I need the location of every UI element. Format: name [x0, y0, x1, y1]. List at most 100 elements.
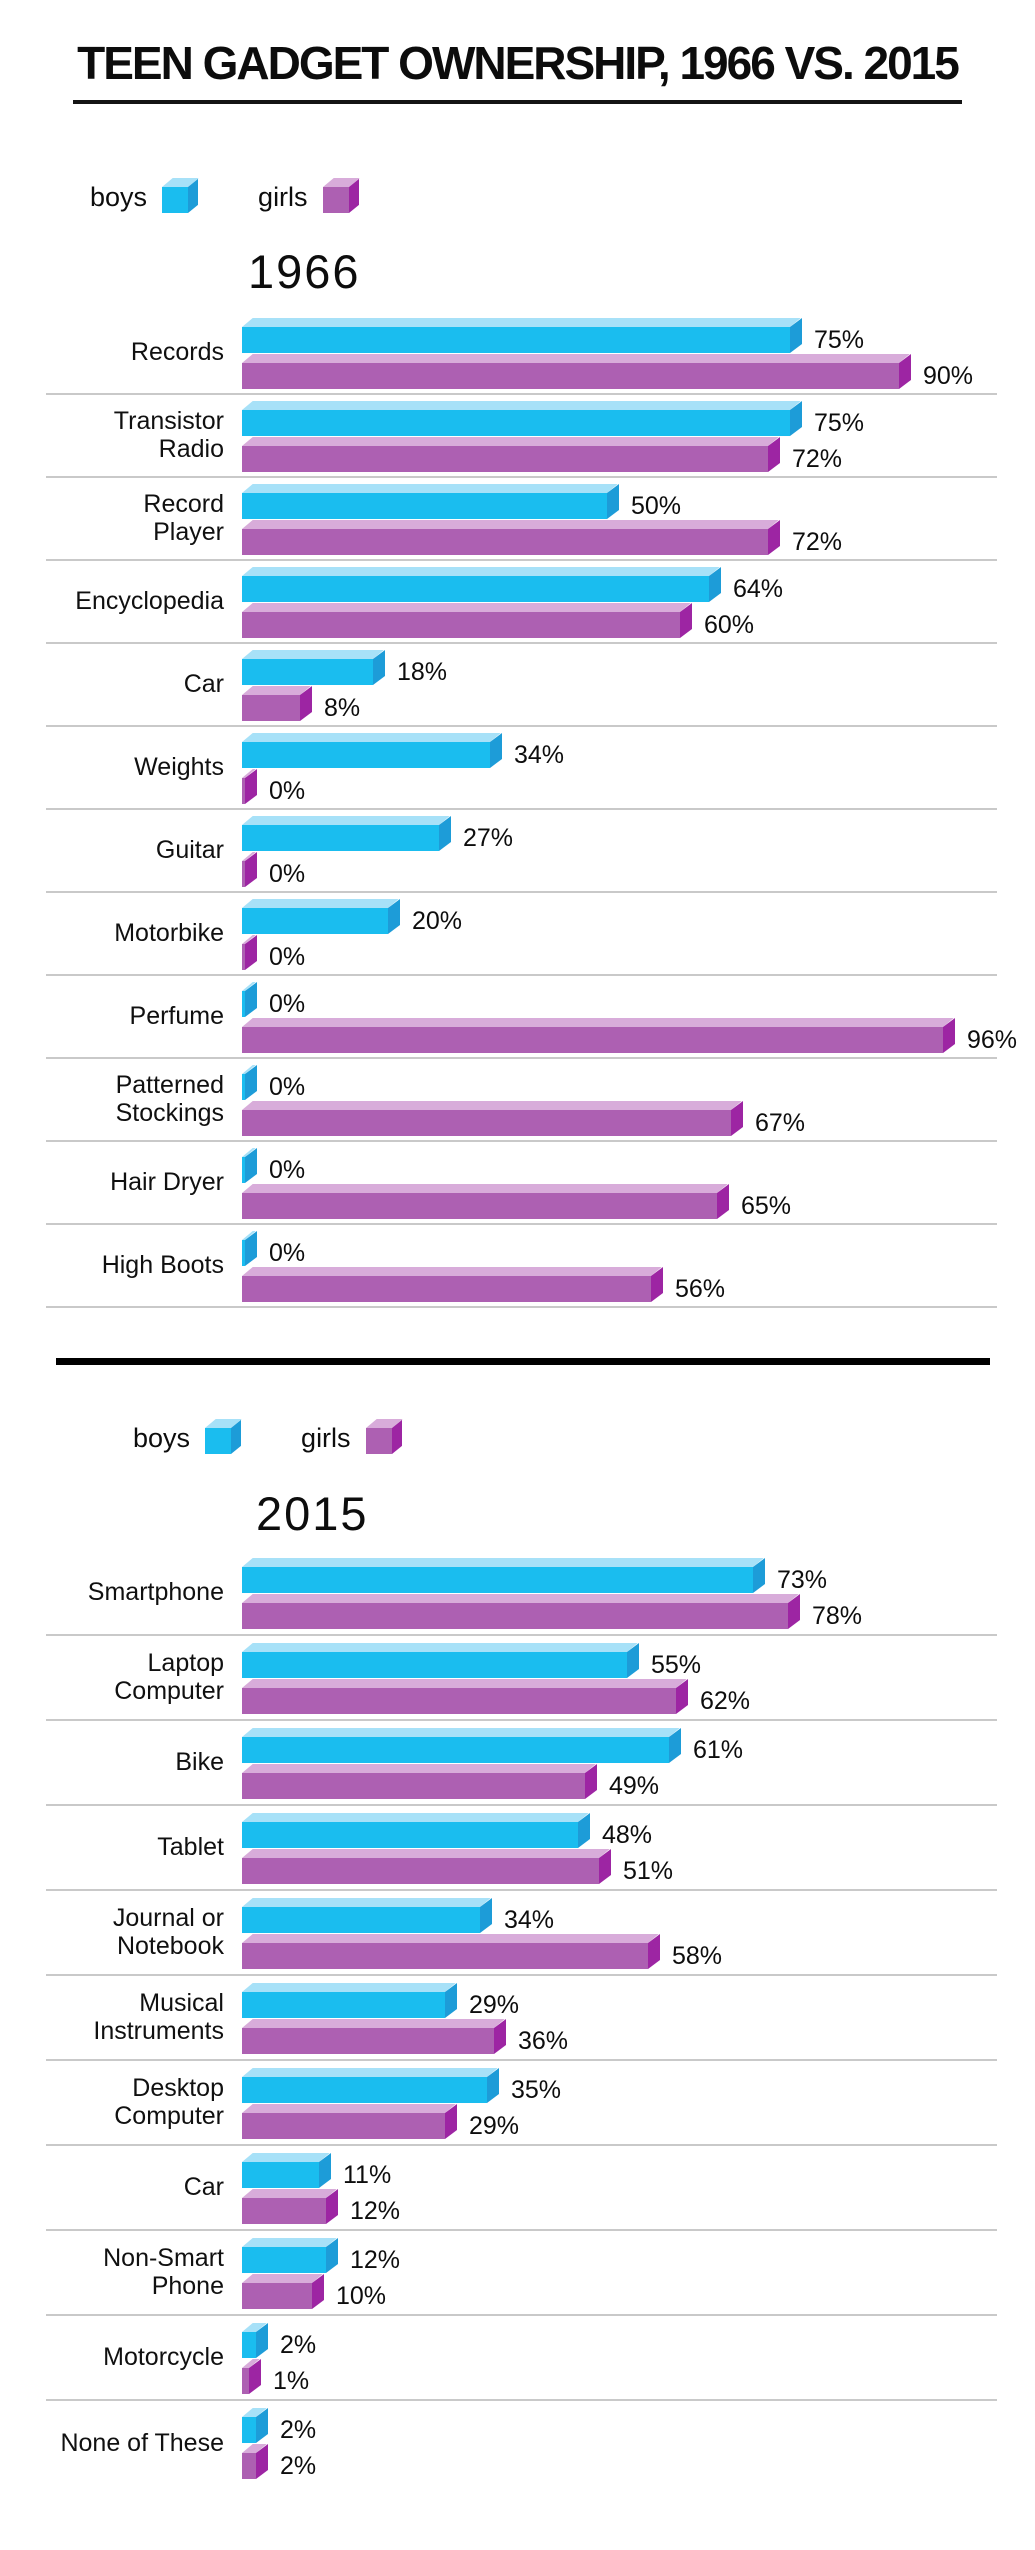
girls-bar-top-face	[242, 519, 779, 529]
boys-value-label: 50%	[631, 491, 682, 520]
bar-pair: 0% 65%	[224, 1142, 997, 1223]
girls-value-label: 78%	[812, 1601, 863, 1630]
category-label: Non-Smart Phone	[103, 2243, 224, 2301]
boys-bar-front-face	[242, 2161, 319, 2188]
girls-bar-front-face	[242, 1687, 676, 1714]
boys-bar-front-face	[242, 575, 709, 602]
legend-item-boys: boys	[133, 1418, 243, 1455]
girls-value-label: 1%	[273, 2366, 310, 2395]
girls-value-label: 8%	[324, 693, 361, 722]
girls-bar-front-face	[242, 2282, 312, 2309]
girls-legend-label: girls	[301, 1422, 351, 1453]
boys-value-label: 73%	[777, 1565, 828, 1594]
boys-bar-front-face	[242, 741, 490, 768]
girls-bar-top-face	[242, 602, 691, 612]
girls-value-label: 90%	[923, 361, 974, 390]
girls-value-label: 49%	[609, 1771, 660, 1800]
bar-pair: 34% 58%	[224, 1891, 997, 1974]
boys-bar-top-face	[242, 1642, 638, 1652]
girls-bar-front-face	[242, 860, 245, 887]
category-label: Smartphone	[87, 1577, 224, 1606]
boys-value-label: 0%	[269, 1238, 306, 1267]
boys-bar-front-face	[242, 1736, 669, 1763]
girls-value-label: 58%	[672, 1941, 723, 1970]
boys-bar-front-face	[242, 824, 439, 851]
girls-bar-top-face	[242, 353, 910, 363]
boys-bar-front-face	[242, 2246, 326, 2273]
category-row: Patterned Stockings 0% 67%	[46, 1059, 997, 1142]
category-label: Journal or Notebook	[112, 1903, 224, 1961]
girls-bar-front-face	[242, 1942, 648, 1969]
year-heading-1966: 1966	[248, 244, 361, 298]
girls-bar-top-face	[242, 1678, 687, 1688]
boys-bar-top-face	[242, 400, 801, 410]
bar-pair: 0% 96%	[224, 976, 1017, 1057]
category-row: Record Player 50% 72%	[46, 478, 997, 561]
girls-bar-front-face	[242, 777, 245, 804]
boys-bar-front-face	[242, 1239, 245, 1266]
boys-bar-top-face	[242, 1897, 491, 1907]
boys-value-label: 2%	[280, 2330, 317, 2359]
bar-pair: 2% 1%	[224, 2316, 997, 2399]
boys-bar-front-face	[242, 409, 790, 436]
legend-1966: boys girls	[90, 176, 1035, 214]
girls-bar-front-face	[242, 528, 768, 555]
category-row: Motorcycle 2% 1%	[46, 2316, 997, 2401]
girls-bar-front-face	[242, 1857, 599, 1884]
boys-bar-front-face	[242, 1073, 245, 1100]
girls-bar-top-face	[242, 436, 779, 446]
girls-value-label: 36%	[518, 2026, 569, 2055]
page-title: TEEN GADGET OWNERSHIP, 1966 VS. 2015	[73, 38, 962, 104]
cube-front-face	[365, 1427, 392, 1454]
boys-value-label: 35%	[511, 2075, 562, 2104]
boys-value-label: 48%	[602, 1820, 653, 1849]
cube-front-face	[205, 1427, 232, 1454]
boys-bar-front-face	[242, 658, 373, 685]
boys-bar-top-face	[242, 2067, 498, 2077]
category-label: Patterned Stockings	[115, 1070, 224, 1128]
cube-front-face	[322, 186, 349, 213]
girls-bar-front-face	[242, 1192, 717, 1219]
category-label: Desktop Computer	[114, 2073, 224, 2131]
boys-value-label: 0%	[269, 1155, 306, 1184]
boys-bar-front-face	[242, 1906, 480, 1933]
section-divider	[56, 1357, 990, 1365]
category-row: Hair Dryer 0% 65%	[46, 1142, 997, 1225]
boys-bar-front-face	[242, 2076, 487, 2103]
boys-bar-top-face	[242, 2152, 330, 2162]
category-label: Laptop Computer	[114, 1648, 224, 1706]
boys-bar-front-face	[242, 1566, 753, 1593]
girls-value-label: 0%	[269, 776, 306, 805]
bar-pair: 0% 67%	[224, 1059, 997, 1140]
boys-value-label: 0%	[269, 989, 306, 1018]
section-1966: boys girls 1966 Records	[0, 176, 1035, 1308]
girls-bar-top-face	[242, 2103, 456, 2113]
girls-bar-top-face	[242, 1763, 596, 1773]
category-label: Perfume	[129, 1001, 224, 1030]
chart-rows-1966: Records 75% 90% Transistor Radio 7	[0, 312, 1035, 1308]
girls-bar-top-face	[242, 2273, 323, 2283]
boys-bar-front-face	[242, 2331, 256, 2358]
boys-bar-top-face	[242, 566, 720, 576]
boys-value-label: 20%	[412, 906, 463, 935]
boys-bar-top-face	[242, 732, 501, 742]
boys-value-label: 55%	[651, 1650, 702, 1679]
category-row: Desktop Computer 35% 29%	[46, 2061, 997, 2146]
category-row: High Boots 0% 56%	[46, 1225, 997, 1308]
girls-value-label: 60%	[704, 610, 755, 639]
boys-bar-front-face	[242, 1156, 245, 1183]
boys-bar-top-face	[242, 317, 801, 327]
category-label: Car	[183, 669, 224, 698]
bar-pair: 35% 29%	[224, 2061, 997, 2144]
girls-value-label: 12%	[350, 2196, 401, 2225]
boys-bar-front-face	[242, 1991, 445, 2018]
boys-cube-icon	[162, 177, 200, 214]
category-row: Smartphone 73% 78%	[46, 1551, 997, 1636]
girls-bar-front-face	[242, 1772, 585, 1799]
category-label: Encyclopedia	[75, 586, 224, 615]
chart-rows-2015: Smartphone 73% 78% Laptop Computer	[0, 1551, 1035, 2486]
bar-pair: 34% 0%	[224, 727, 997, 808]
bar-pair: 75% 90%	[224, 312, 997, 393]
category-label: Hair Dryer	[110, 1167, 224, 1196]
title-wrap: TEEN GADGET OWNERSHIP, 1966 VS. 2015	[0, 0, 1035, 104]
